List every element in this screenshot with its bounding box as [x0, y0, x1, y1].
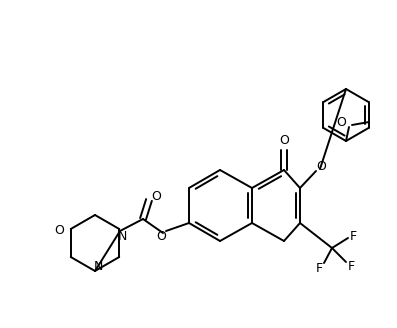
- Text: F: F: [316, 261, 322, 275]
- Text: O: O: [316, 160, 326, 174]
- Text: O: O: [54, 224, 64, 237]
- Text: O: O: [336, 116, 346, 130]
- Text: F: F: [349, 230, 357, 242]
- Text: N: N: [117, 231, 127, 243]
- Text: N: N: [93, 259, 103, 273]
- Text: F: F: [347, 260, 355, 274]
- Text: O: O: [156, 230, 166, 242]
- Text: O: O: [151, 191, 161, 203]
- Text: O: O: [279, 134, 289, 148]
